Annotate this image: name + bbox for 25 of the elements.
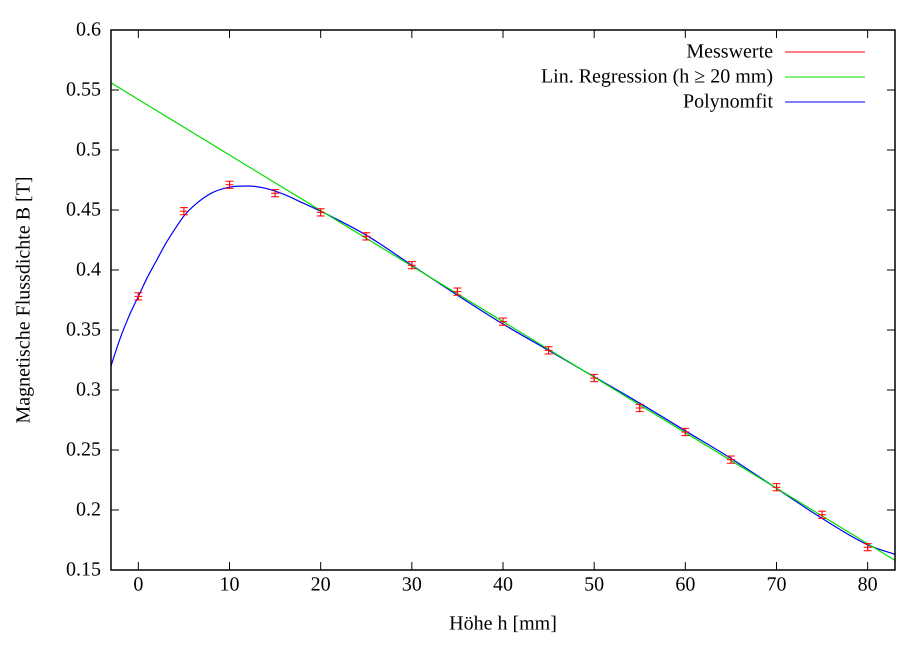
x-tick-label: 20 [310, 573, 331, 596]
x-tick-label: 80 [858, 573, 878, 596]
x-tick-label: 10 [220, 573, 240, 596]
y-tick-label: 0.5 [76, 138, 101, 160]
y-tick-label: 0.55 [66, 78, 101, 100]
x-tick-label: 50 [584, 573, 604, 596]
y-tick-label: 0.25 [66, 438, 101, 460]
x-tick-label: 0 [133, 573, 144, 596]
y-tick-label: 0.6 [76, 18, 101, 40]
legend-label: Polynomfit [682, 90, 774, 112]
y-tick-label: 0.35 [66, 318, 101, 340]
x-tick-label: 40 [493, 573, 513, 596]
legend-label: Lin. Regression (h ≥ 20 mm) [540, 65, 773, 88]
x-tick-label: 60 [675, 573, 696, 596]
x-tick-label: 70 [766, 573, 786, 596]
y-tick-label: 0.45 [66, 198, 101, 220]
y-tick-label: 0.4 [76, 258, 101, 280]
y-tick-label: 0.15 [66, 558, 101, 580]
line-series [111, 185, 895, 555]
x-tick-label: 30 [402, 573, 422, 596]
legend-label: Messwerte [686, 40, 774, 62]
y-tick-label: 0.3 [76, 378, 101, 400]
x-axis-title: Höhe h [mm] [449, 612, 557, 634]
y-axis-title: Magnetische Flussdichte B [T] [12, 176, 34, 424]
y-tick-label: 0.2 [76, 498, 101, 520]
